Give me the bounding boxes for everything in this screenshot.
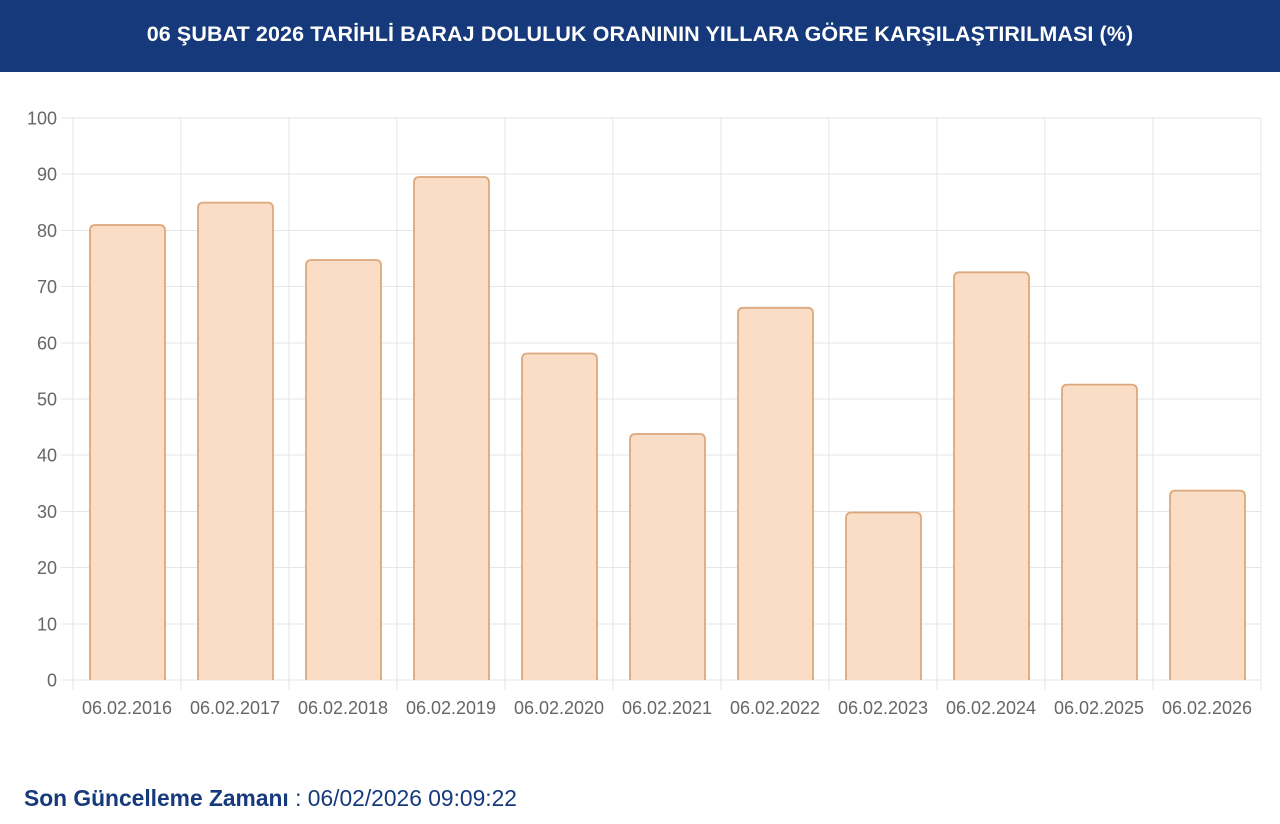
svg-text:90: 90 <box>37 165 57 185</box>
svg-text:20: 20 <box>37 558 57 578</box>
svg-text:06.02.2025: 06.02.2025 <box>1054 698 1144 718</box>
svg-text:06.02.2017: 06.02.2017 <box>190 698 280 718</box>
svg-text:10: 10 <box>37 614 57 634</box>
svg-text:06.02.2016: 06.02.2016 <box>82 698 172 718</box>
svg-text:100: 100 <box>27 109 57 129</box>
svg-text:06.02.2021: 06.02.2021 <box>622 698 712 718</box>
svg-text:06.02.2022: 06.02.2022 <box>730 698 820 718</box>
svg-text:0: 0 <box>47 671 57 691</box>
svg-text:70: 70 <box>37 277 57 297</box>
svg-text:06.02.2018: 06.02.2018 <box>298 698 388 718</box>
svg-text:06.02.2019: 06.02.2019 <box>406 698 496 718</box>
svg-text:60: 60 <box>37 333 57 353</box>
svg-text:06.02.2024: 06.02.2024 <box>946 698 1036 718</box>
svg-text:06.02.2020: 06.02.2020 <box>514 698 604 718</box>
svg-text:30: 30 <box>37 502 57 522</box>
svg-text:40: 40 <box>37 446 57 466</box>
svg-text:06.02.2026: 06.02.2026 <box>1162 698 1252 718</box>
svg-text:80: 80 <box>37 221 57 241</box>
svg-text:06.02.2023: 06.02.2023 <box>838 698 928 718</box>
svg-text:50: 50 <box>37 390 57 410</box>
